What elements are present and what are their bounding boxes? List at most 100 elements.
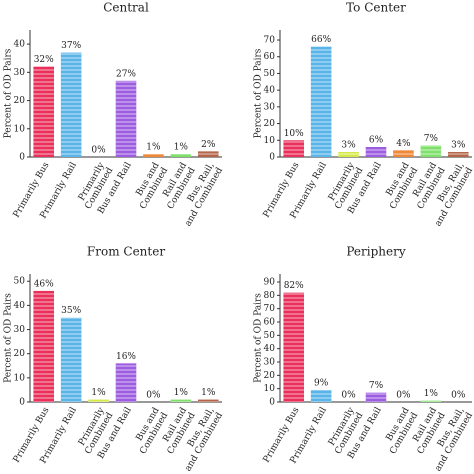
bar-hatch: [310, 46, 332, 157]
bar-hatch: [33, 66, 54, 157]
value-label: 6%: [369, 135, 384, 145]
value-label: 9%: [314, 379, 329, 389]
bar-hatch: [310, 390, 332, 402]
y-tick-label: 50: [264, 69, 276, 79]
x-tick-group: Bus andCombined: [129, 161, 170, 211]
value-label: 3%: [451, 140, 466, 150]
x-tick-label: Bus andCombined: [379, 406, 420, 456]
value-label: 27%: [116, 69, 136, 79]
chart-title: Central: [103, 1, 149, 15]
value-label: 16%: [116, 352, 136, 362]
bar-hatch: [448, 151, 469, 157]
value-label: 1%: [146, 143, 161, 153]
y-tick-label: 50: [14, 277, 26, 287]
bar-hatch: [365, 392, 387, 402]
bar-hatch: [198, 399, 219, 402]
bar-hatch: [420, 400, 442, 402]
y-tick-label: 10: [264, 136, 276, 146]
chart-title: From Center: [87, 245, 165, 259]
y-tick-label: 70: [264, 36, 276, 46]
value-label: 1%: [424, 389, 439, 399]
y-axis-label: Percent of OD Pairs: [4, 48, 14, 138]
y-tick-label: 20: [14, 349, 26, 359]
value-label: 1%: [91, 388, 106, 398]
value-label: 1%: [201, 388, 216, 398]
y-tick-label: 90: [264, 278, 276, 288]
value-label: 1%: [174, 143, 189, 153]
bar-hatch: [420, 145, 442, 157]
bar-hatch: [170, 154, 192, 157]
bar-hatch: [283, 140, 304, 157]
y-tick-label: 0: [269, 153, 275, 163]
bar-hatch: [115, 80, 137, 157]
y-tick-label: 50: [264, 331, 276, 341]
subplot: Periphery Percent of OD Pairs 0 10 20 30 40 50 6…: [254, 245, 474, 473]
y-tick-label: 10: [14, 373, 26, 383]
value-label: 0%: [396, 391, 411, 401]
y-tick-label: 10: [14, 124, 26, 134]
y-tick-label: 20: [264, 371, 276, 381]
value-label: 66%: [311, 35, 331, 45]
value-label: 0%: [451, 391, 466, 401]
subplot: To Center Percent of OD Pairs 0 10 20 30 40 50 6…: [254, 1, 474, 228]
bar-hatch: [60, 52, 82, 158]
y-tick-label: 40: [264, 86, 276, 96]
x-tick-label: Bus andCombined: [129, 161, 170, 211]
bar-hatch: [33, 290, 54, 402]
bar-hatch: [365, 146, 387, 157]
y-tick-label: 60: [264, 52, 276, 62]
value-label: 7%: [369, 381, 384, 391]
y-tick-label: 0: [19, 398, 25, 408]
y-tick-label: 40: [14, 40, 26, 50]
bar-hatch: [283, 292, 304, 402]
y-tick-label: 0: [19, 153, 25, 163]
y-tick-label: 0: [269, 398, 275, 408]
y-tick-label: 40: [264, 344, 276, 354]
x-tick-label: Bus andCombined: [129, 406, 170, 456]
bar-hatch: [338, 151, 359, 157]
y-tick-label: 70: [264, 304, 276, 314]
value-label: 1%: [174, 388, 189, 398]
y-tick-label: 20: [14, 96, 26, 106]
bar-hatch: [60, 317, 82, 402]
y-tick-label: 30: [14, 325, 26, 335]
value-label: 3%: [341, 140, 356, 150]
value-label: 32%: [34, 55, 54, 65]
value-label: 82%: [284, 281, 304, 291]
value-label: 2%: [201, 140, 216, 150]
value-label: 0%: [341, 391, 356, 401]
value-label: 35%: [61, 306, 81, 316]
y-tick-label: 10: [264, 384, 276, 394]
value-label: 37%: [61, 41, 81, 51]
bar-hatch: [115, 363, 137, 402]
chart-title: Periphery: [346, 245, 405, 259]
value-label: 4%: [396, 139, 411, 149]
value-label: 7%: [424, 134, 439, 144]
x-tick-group: Bus andCombined: [379, 406, 420, 456]
y-axis-label: Percent of OD Pairs: [4, 293, 14, 383]
value-label: 10%: [284, 129, 304, 139]
subplot: From Center Percent of OD Pairs 0 10 20 30 40 5…: [4, 245, 225, 473]
y-tick-label: 30: [14, 68, 26, 78]
bar-hatch: [393, 150, 414, 157]
bar-hatch: [170, 399, 192, 402]
bar-hatch: [88, 399, 109, 402]
y-tick-label: 30: [264, 102, 276, 112]
y-tick-label: 30: [264, 358, 276, 368]
bar-hatch: [143, 154, 164, 157]
y-tick-label: 60: [264, 318, 276, 328]
x-tick-group: Bus andCombined: [379, 161, 420, 211]
bar-hatch: [198, 151, 219, 157]
y-tick-label: 40: [14, 301, 26, 311]
y-tick-label: 20: [264, 119, 276, 129]
y-axis-label: Percent of OD Pairs: [254, 293, 264, 383]
y-tick-label: 80: [264, 291, 276, 301]
y-axis-label: Percent of OD Pairs: [254, 48, 264, 138]
x-tick-label: Bus andCombined: [379, 161, 420, 211]
value-label: 0%: [91, 146, 106, 156]
value-label: 0%: [146, 391, 161, 401]
x-tick-group: Bus andCombined: [129, 406, 170, 456]
value-label: 46%: [34, 279, 54, 289]
